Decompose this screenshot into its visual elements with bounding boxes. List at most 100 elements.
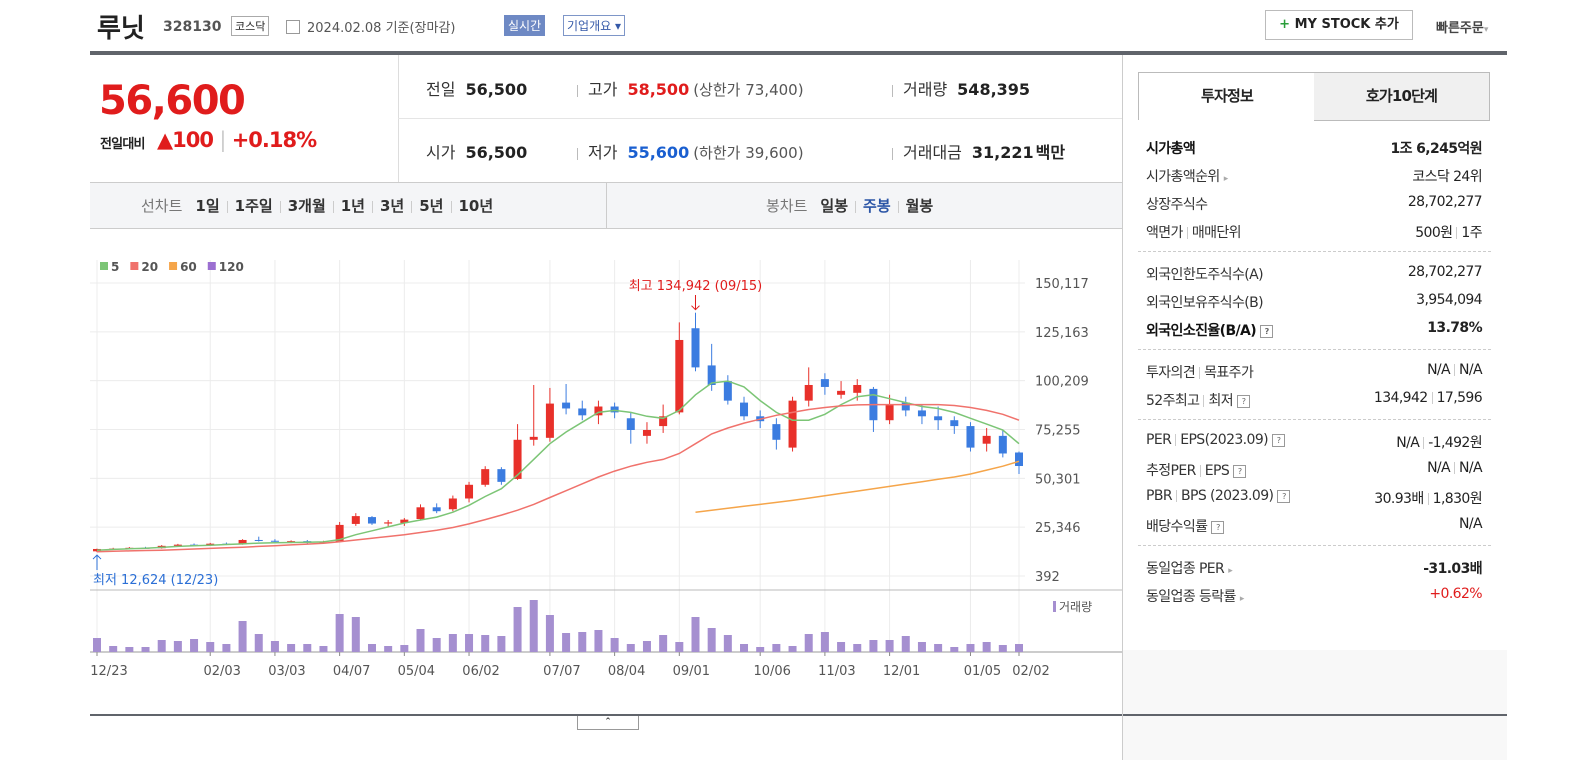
panel-tab[interactable]: 투자정보 xyxy=(1138,72,1316,120)
line-tabs: 선차트 1일 1주일 3개월 1년 3년 5년 10년 xyxy=(138,195,496,216)
quick-order[interactable]: 빠른주문▾ xyxy=(1436,21,1489,36)
info-value: +0.62% xyxy=(1429,586,1482,602)
volume-bar xyxy=(756,647,765,652)
candle-body xyxy=(950,420,959,427)
info-row: 시가총액순위 ▸ 코스닥 24위 xyxy=(1146,166,1483,186)
candle-body xyxy=(529,436,538,440)
tab[interactable]: 1주일 xyxy=(234,197,273,215)
volume-bar xyxy=(594,630,603,652)
volume-bar xyxy=(529,600,538,652)
tab[interactable]: 5년 xyxy=(419,197,444,215)
candle-body xyxy=(497,469,506,482)
summary-value: 55,600 xyxy=(627,143,690,162)
label-text: 52주최고 xyxy=(1146,393,1200,409)
x-tick-label: 10/06 xyxy=(753,664,790,679)
volume-bar xyxy=(513,607,522,652)
separator xyxy=(279,200,281,213)
candle-body xyxy=(901,402,910,411)
volume-bar xyxy=(885,640,894,652)
volume-bar xyxy=(335,614,344,652)
summary-unit: 백만 xyxy=(1035,143,1066,162)
x-tick-label: 02/02 xyxy=(1012,664,1049,679)
tab-title: 봉차트 xyxy=(766,197,808,215)
value-text: N/A xyxy=(1427,460,1451,476)
x-tick-label: 04/07 xyxy=(333,664,370,679)
volume-bar xyxy=(384,646,393,652)
info-value: N/A -1,492원 xyxy=(1396,432,1482,452)
volume-bar xyxy=(707,628,716,652)
tab[interactable]: 1년 xyxy=(340,197,365,215)
stock-name: 루닛 xyxy=(97,14,145,44)
volume-bar xyxy=(578,632,587,652)
help-icon[interactable]: ? xyxy=(1277,489,1291,503)
candle-body xyxy=(982,435,991,444)
separator xyxy=(226,200,228,213)
change: ▲100 | +0.18% xyxy=(157,128,317,152)
separator xyxy=(892,147,893,160)
candle-body xyxy=(691,328,700,368)
overview-button[interactable]: 기업개요 ▾ xyxy=(563,15,626,36)
volume-bar xyxy=(998,645,1007,652)
tab[interactable]: 3년 xyxy=(380,197,405,215)
help-icon[interactable]: ? xyxy=(1272,433,1286,447)
ma-line xyxy=(96,380,1020,552)
tab[interactable]: 일봉 xyxy=(820,197,849,215)
label-text: 시가총액순위 xyxy=(1146,169,1220,185)
help-icon[interactable]: ? xyxy=(1211,520,1225,534)
tab[interactable]: 주봉 xyxy=(863,197,891,215)
label-text: EPS(2023.09) xyxy=(1180,432,1269,448)
value-text: N/A xyxy=(1459,460,1483,476)
value-text: 17,596 xyxy=(1436,390,1483,406)
change-rate: +0.18% xyxy=(231,128,317,152)
candle-body xyxy=(1015,452,1023,467)
panel-tab[interactable]: 호가10단계 xyxy=(1314,72,1490,121)
tab[interactable]: 3개월 xyxy=(287,197,326,215)
tab[interactable]: 1일 xyxy=(195,197,220,215)
candle-body xyxy=(788,400,797,448)
info-row: 52주최고 최저? 134,942 17,596 xyxy=(1146,390,1483,410)
volume-bar xyxy=(303,644,312,652)
info-row: 액면가 매매단위 500원 1주 xyxy=(1146,222,1483,242)
info-row: 배당수익률? N/A xyxy=(1146,516,1483,536)
separator xyxy=(332,200,334,213)
info-label: PER EPS(2023.09)? xyxy=(1146,432,1286,448)
info-row: 시가총액 1조 6,245억원 xyxy=(1146,138,1483,158)
summary-item: 시가 56,500 xyxy=(426,139,527,163)
info-value: 28,702,277 xyxy=(1408,264,1483,280)
legend-swatch xyxy=(207,262,216,270)
help-icon[interactable]: ? xyxy=(1260,324,1274,338)
volume-bar xyxy=(562,633,571,652)
mystock-button[interactable]: + MY STOCK 추가 xyxy=(1265,10,1413,40)
summary-label: 시가 xyxy=(426,143,456,162)
info-value: N/A N/A xyxy=(1427,460,1483,476)
realtime-button[interactable]: 실시간 xyxy=(504,15,546,36)
info-value: 1조 6,245억원 xyxy=(1390,138,1482,158)
separator xyxy=(1175,434,1177,446)
high-note: 최고 134,942 (09/15) xyxy=(629,279,763,294)
summary-value: 58,500 xyxy=(627,80,690,99)
help-icon[interactable]: ? xyxy=(1233,464,1247,478)
value-text: 1주 xyxy=(1461,225,1482,241)
info-row: 동일업종 등락률 ▸ +0.62% xyxy=(1146,586,1483,606)
price: 56,600 xyxy=(99,78,246,124)
summary-label: 거래량 xyxy=(903,80,948,99)
collapse-button[interactable]: ⌃ xyxy=(577,716,639,730)
x-tick-label: 12/23 xyxy=(90,664,127,679)
tab[interactable]: 월봉 xyxy=(905,197,934,215)
group-divider xyxy=(1138,419,1491,420)
volume-bar xyxy=(642,641,651,652)
separator xyxy=(1423,437,1425,449)
help-icon[interactable]: ? xyxy=(1237,394,1251,408)
candle-body xyxy=(707,365,716,385)
separator xyxy=(577,147,578,160)
bottom-bar xyxy=(90,714,1122,716)
value-text: N/A xyxy=(1396,435,1420,451)
tab[interactable]: 10년 xyxy=(458,197,494,215)
volume-bar xyxy=(820,632,829,652)
info-row: 외국인소진율(B/A)? 13.78% xyxy=(1146,320,1483,340)
y-tick-label: 25,346 xyxy=(1035,521,1081,536)
label-text: 상장주식수 xyxy=(1146,197,1208,213)
summary-value: 548,395 xyxy=(957,80,1031,99)
value-text: N/A xyxy=(1459,362,1483,378)
